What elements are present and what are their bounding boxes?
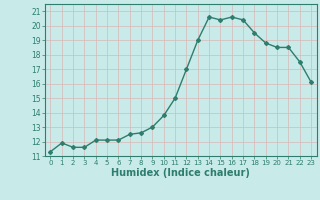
X-axis label: Humidex (Indice chaleur): Humidex (Indice chaleur) — [111, 168, 250, 178]
